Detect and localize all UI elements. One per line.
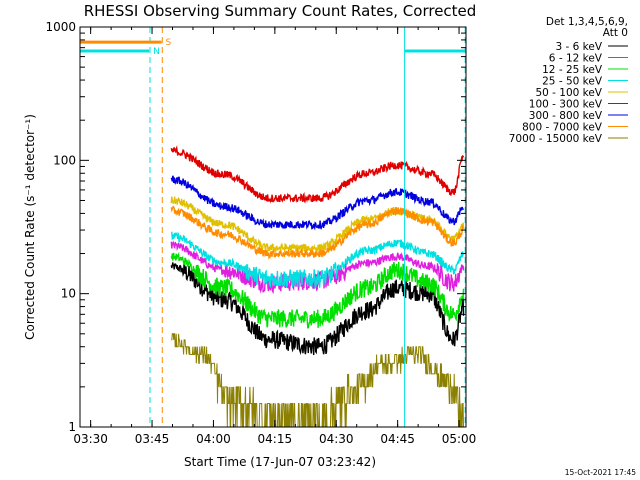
x-tick-label: 04:00 — [196, 432, 231, 446]
y-tick-label: 1000 — [45, 20, 76, 34]
y-axis-label: Corrected Count Rate (s⁻¹ detector⁻¹) — [23, 114, 37, 340]
series-line — [170, 145, 465, 204]
legend-entry-label: 50 - 100 keV — [535, 87, 602, 99]
series-line — [170, 251, 465, 329]
footer-timestamp: 15-Oct-2021 17:45 — [565, 468, 636, 477]
y-tick-label: 10 — [61, 287, 76, 301]
chart-title: RHESSI Observing Summary Count Rates, Co… — [84, 2, 477, 20]
x-axis-label: Start Time (17-Jun-07 03:23:42) — [184, 455, 376, 469]
flag-label: S — [165, 38, 171, 48]
legend-header: Att 0 — [603, 27, 628, 39]
plot-frame — [79, 26, 467, 428]
y-tick-label: 100 — [53, 153, 76, 167]
flag-layer: SN — [80, 27, 466, 427]
x-tick-label: 03:30 — [73, 432, 108, 446]
x-tick-label: 04:30 — [319, 432, 354, 446]
legend-entry-label: 25 - 50 keV — [542, 76, 603, 88]
legend-entry-label: 800 - 7000 keV — [522, 122, 603, 134]
series-line — [170, 175, 465, 231]
flag-label: N — [153, 47, 160, 57]
legend-header: Det 1,3,4,5,6,9, — [546, 16, 628, 28]
legend-entry-label: 100 - 300 keV — [529, 99, 603, 111]
series-line — [170, 205, 465, 260]
legend-entry-label: 12 - 25 keV — [542, 64, 603, 76]
x-tick-label: 05:00 — [442, 432, 477, 446]
y-tick-label: 1 — [68, 420, 76, 434]
x-tick-label: 04:15 — [258, 432, 293, 446]
series-layer — [170, 145, 465, 428]
tick-layer: 03:30 03:45 04:00 04:15 04:30 04:45 05:00 1 10 10… — [45, 20, 476, 446]
series-line — [171, 333, 464, 428]
x-tick-label: 04:45 — [380, 432, 415, 446]
series-line — [171, 231, 464, 290]
x-tick-label: 03:45 — [135, 432, 170, 446]
legend-entry-label: 300 - 800 keV — [529, 110, 603, 122]
legend-entry-label: 6 - 12 keV — [549, 53, 603, 65]
legend-entry-label: 7000 - 15000 keV — [509, 133, 603, 145]
legend-entry-label: 3 - 6 keV — [555, 41, 602, 53]
